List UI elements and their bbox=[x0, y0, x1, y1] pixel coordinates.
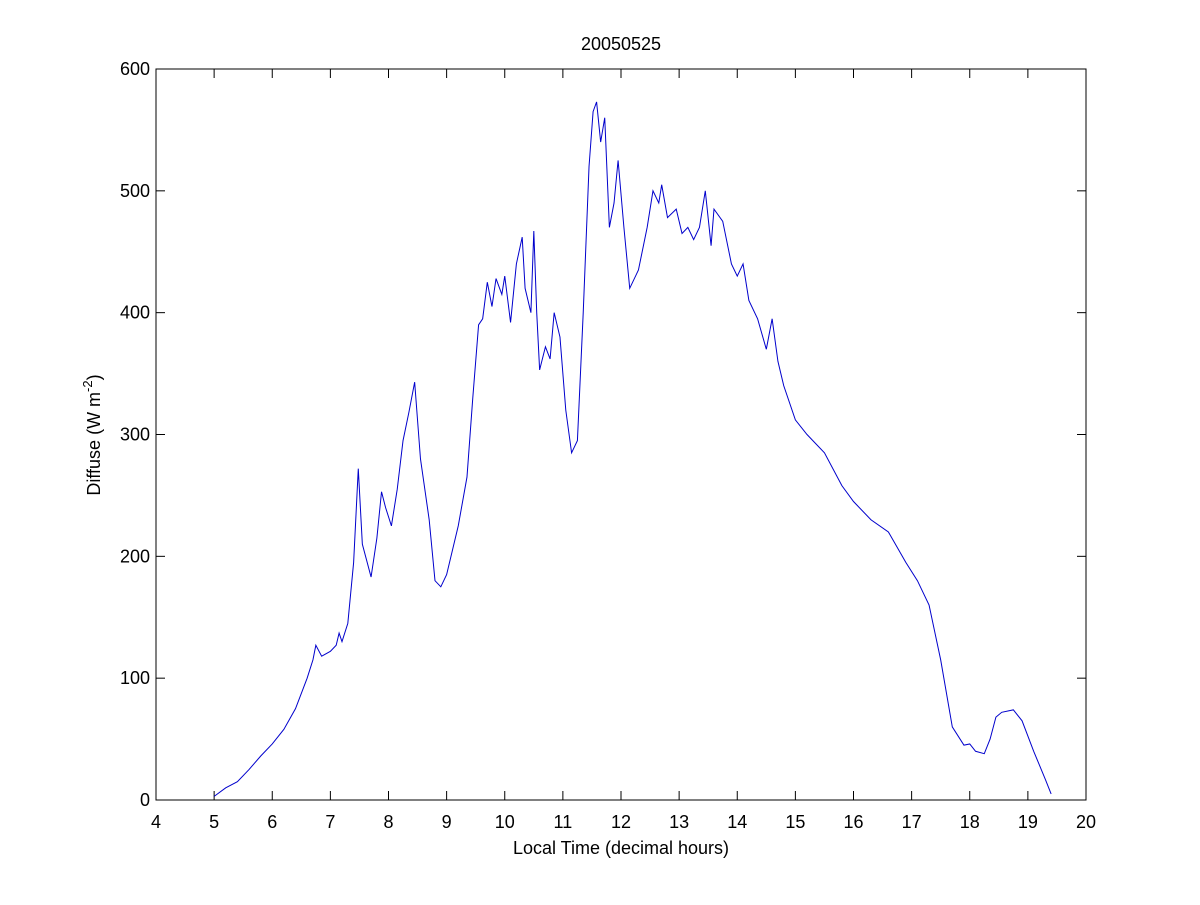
y-axis-label-suffix: ) bbox=[84, 374, 104, 380]
y-tick-label: 300 bbox=[120, 425, 150, 445]
x-tick-label: 20 bbox=[1076, 812, 1096, 832]
y-tick-label: 0 bbox=[140, 790, 150, 810]
x-tick-label: 15 bbox=[785, 812, 805, 832]
x-tick-label: 13 bbox=[669, 812, 689, 832]
x-tick-label: 18 bbox=[960, 812, 980, 832]
y-axis-label-superscript: -2 bbox=[80, 380, 95, 392]
plot-area bbox=[155, 68, 1087, 801]
y-tick-label: 400 bbox=[120, 303, 150, 323]
y-axis-label-text: Diffuse (W m bbox=[84, 392, 104, 496]
x-tick-label: 7 bbox=[325, 812, 335, 832]
y-tick-label: 600 bbox=[120, 59, 150, 79]
y-tick-label: 100 bbox=[120, 668, 150, 688]
x-tick-label: 8 bbox=[383, 812, 393, 832]
x-tick-label: 6 bbox=[267, 812, 277, 832]
x-axis-label: Local Time (decimal hours) bbox=[513, 838, 729, 858]
x-tick-label: 14 bbox=[727, 812, 747, 832]
y-axis-label: Diffuse (W m-2) bbox=[80, 374, 104, 495]
y-tick-label: 200 bbox=[120, 546, 150, 566]
chart-title: 20050525 bbox=[581, 34, 661, 54]
x-tick-label: 17 bbox=[902, 812, 922, 832]
x-tick-label: 5 bbox=[209, 812, 219, 832]
data-line bbox=[213, 101, 1052, 797]
x-tick-label: 11 bbox=[554, 812, 573, 832]
x-tick-label: 16 bbox=[843, 812, 863, 832]
x-tick-label: 9 bbox=[442, 812, 452, 832]
x-tick-label: 4 bbox=[151, 812, 161, 832]
x-tick-label: 19 bbox=[1018, 812, 1038, 832]
y-tick-label: 500 bbox=[120, 181, 150, 201]
x-tick-label: 12 bbox=[611, 812, 631, 832]
x-tick-label: 10 bbox=[495, 812, 515, 832]
